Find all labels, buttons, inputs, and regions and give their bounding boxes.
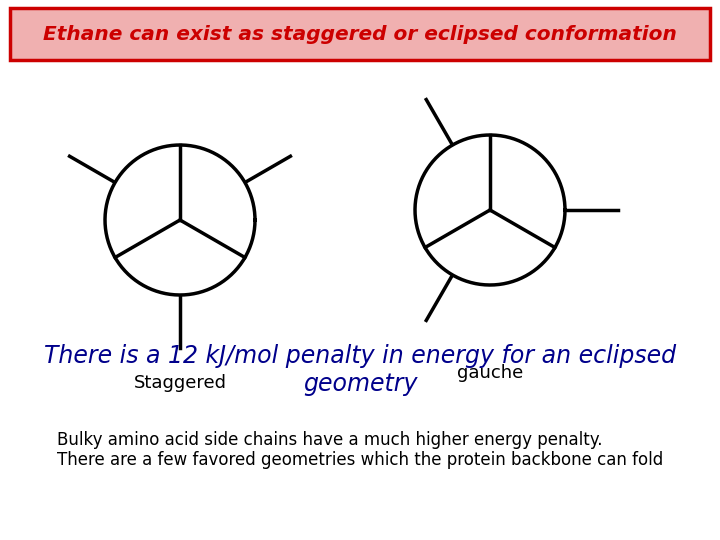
FancyBboxPatch shape xyxy=(10,8,710,60)
Text: gauche: gauche xyxy=(457,364,523,382)
Text: Ethane can exist as staggered or eclipsed conformation: Ethane can exist as staggered or eclipse… xyxy=(43,25,677,44)
Text: There is a 12 kJ/mol penalty in energy for an eclipsed
geometry: There is a 12 kJ/mol penalty in energy f… xyxy=(44,344,676,396)
Text: Bulky amino acid side chains have a much higher energy penalty.
There are a few : Bulky amino acid side chains have a much… xyxy=(57,430,663,469)
Text: Staggered: Staggered xyxy=(133,374,227,391)
